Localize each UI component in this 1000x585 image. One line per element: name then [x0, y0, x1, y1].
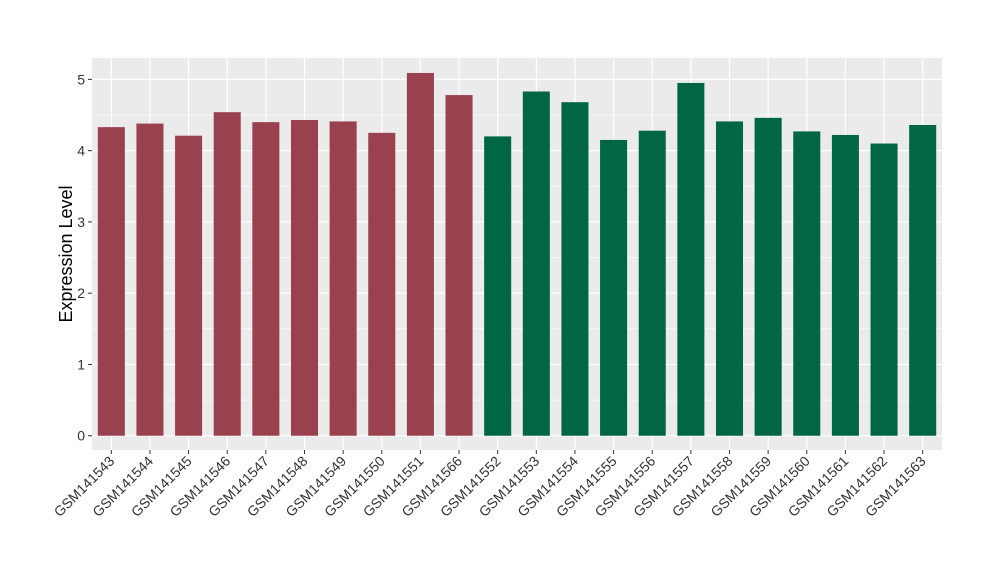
y-axis-title: Expression Level	[56, 185, 76, 322]
x-axis: GSM141543GSM141544GSM141545GSM141546GSM1…	[51, 450, 929, 520]
bar	[329, 121, 357, 436]
bar	[213, 112, 241, 436]
bar	[406, 72, 434, 436]
y-tick-label: 0	[77, 428, 85, 444]
bar	[638, 130, 666, 436]
y-tick-label: 1	[77, 356, 85, 372]
y-tick-label: 3	[77, 214, 85, 230]
bar	[484, 136, 512, 436]
bar	[136, 123, 164, 436]
bar	[175, 135, 203, 436]
bar	[793, 131, 821, 436]
bar	[677, 82, 705, 436]
bar	[715, 121, 744, 436]
bar	[522, 91, 550, 436]
y-axis: 0 1 2 3 4 5	[77, 71, 92, 444]
bar	[600, 139, 628, 436]
bar	[561, 102, 589, 436]
y-tick-label: 5	[77, 71, 85, 87]
bar	[831, 134, 859, 436]
bar	[252, 122, 280, 436]
y-tick-label: 4	[77, 143, 85, 159]
bar	[290, 120, 319, 436]
bars	[97, 72, 937, 436]
bar	[870, 143, 898, 436]
bar	[909, 124, 937, 436]
bar	[445, 95, 473, 436]
bar	[368, 132, 396, 436]
bar	[754, 117, 782, 436]
bar	[97, 127, 125, 436]
y-tick-label: 2	[77, 285, 85, 301]
